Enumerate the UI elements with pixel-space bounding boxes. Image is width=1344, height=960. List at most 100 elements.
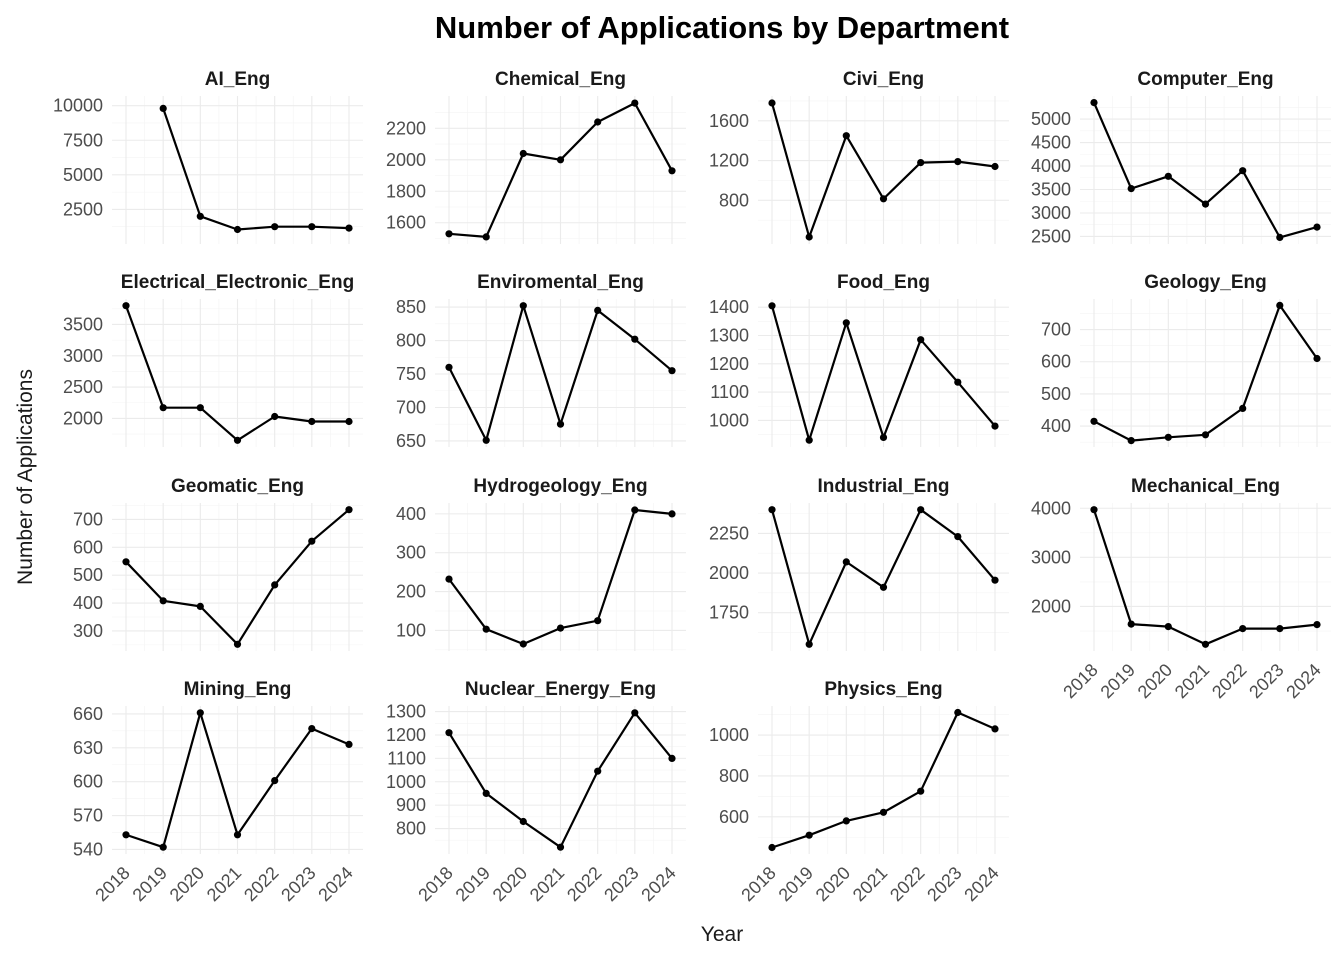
y-tick-label: 300 xyxy=(396,543,426,563)
y-tick-label: 1100 xyxy=(710,382,749,402)
y-tick-label: 900 xyxy=(396,795,426,815)
y-tick-label: 600 xyxy=(719,807,749,827)
data-point xyxy=(631,335,639,343)
panel-Enviromental_Eng: 650 700 750 800 850 Enviromental_Eng xyxy=(396,272,686,451)
data-point xyxy=(1313,621,1321,629)
data-point xyxy=(1313,223,1321,231)
data-point xyxy=(556,843,565,851)
panel-title: Mining_Eng xyxy=(184,679,292,700)
data-point xyxy=(991,422,999,430)
y-tick-label: 3000 xyxy=(1031,547,1071,567)
data-point xyxy=(233,225,242,234)
data-point xyxy=(233,831,242,839)
data-point xyxy=(917,336,925,344)
x-tick-label: 2022 xyxy=(886,863,928,905)
data-point xyxy=(233,640,242,648)
data-point xyxy=(482,625,490,633)
series-line xyxy=(162,108,350,231)
data-point xyxy=(233,436,242,444)
y-tick-label: 1300 xyxy=(386,702,426,722)
y-tick-label: 1100 xyxy=(387,748,426,768)
panels: 2500 5000 7500 10000 AI_Eng 1600 1800 2000 2200 C… xyxy=(53,69,1331,905)
x-tick-label: 2020 xyxy=(489,863,531,905)
data-point xyxy=(1201,431,1210,439)
data-point xyxy=(1201,640,1210,648)
y-tick-label: 1600 xyxy=(386,213,426,233)
data-point xyxy=(196,212,204,220)
panel-Industrial_Eng: 1750 2000 2250 Industrial_Eng xyxy=(709,476,1009,651)
y-tick-label: 1750 xyxy=(709,603,749,623)
y-tick-label: 650 xyxy=(396,431,426,451)
x-tick-label: 2019 xyxy=(775,863,817,905)
y-tick-label: 4000 xyxy=(1031,498,1071,518)
panel-Civi_Eng: 800 1200 1600 Civi_Eng xyxy=(709,69,1009,244)
data-point xyxy=(345,417,353,426)
data-point xyxy=(1239,625,1247,633)
data-point xyxy=(445,575,453,583)
data-point xyxy=(1313,354,1321,363)
x-tick-label: 2023 xyxy=(600,863,642,905)
x-tick-label: 2018 xyxy=(737,863,779,905)
x-tick-label: 2020 xyxy=(812,863,854,905)
y-tick-label: 3000 xyxy=(1031,203,1071,223)
data-point xyxy=(842,558,850,566)
data-point xyxy=(594,306,602,314)
x-tick-label: 2024 xyxy=(314,863,356,905)
data-point xyxy=(631,709,639,717)
panel-Geology_Eng: 400 500 600 700 Geology_Eng xyxy=(1041,272,1331,447)
x-tick-label: 2021 xyxy=(849,863,891,905)
data-point xyxy=(1090,99,1098,107)
data-point xyxy=(556,156,565,164)
data-point xyxy=(842,132,850,140)
data-point xyxy=(159,104,167,112)
y-tick-label: 3000 xyxy=(63,346,103,366)
y-tick-label: 1000 xyxy=(386,772,426,792)
y-tick-label: 2250 xyxy=(709,523,749,543)
data-point xyxy=(1164,433,1172,441)
y-tick-label: 1000 xyxy=(709,725,749,745)
data-point xyxy=(159,404,167,412)
data-point xyxy=(1201,200,1210,208)
x-axis-title: Year xyxy=(701,923,743,946)
panel-title: Nuclear_Energy_Eng xyxy=(465,679,656,700)
data-point xyxy=(271,223,279,231)
data-point xyxy=(482,789,490,798)
x-tick-label: 2023 xyxy=(923,863,965,905)
data-point xyxy=(519,817,527,826)
data-point xyxy=(122,831,130,839)
data-point xyxy=(1164,172,1172,180)
y-tick-label: 400 xyxy=(1041,416,1071,436)
panel-Hydrogeology_Eng: 100 200 300 400 Hydrogeology_Eng xyxy=(396,476,686,651)
data-point xyxy=(842,817,850,825)
data-point xyxy=(805,436,813,444)
data-point xyxy=(631,99,639,107)
x-tick-label: 2021 xyxy=(526,863,568,905)
panel-title: Chemical_Eng xyxy=(495,69,626,90)
x-tick-label: 2019 xyxy=(129,863,171,905)
data-point xyxy=(345,224,353,232)
panel-title: Electrical_Electronic_Eng xyxy=(121,272,354,293)
data-point xyxy=(308,725,316,733)
x-tick-label: 2024 xyxy=(637,863,679,905)
data-point xyxy=(668,367,676,375)
x-tick-label: 2018 xyxy=(91,863,133,905)
chart-title: Number of Applications by Department xyxy=(435,10,1009,45)
data-point xyxy=(482,233,490,241)
data-point xyxy=(556,624,565,632)
panel-title: Geology_Eng xyxy=(1144,272,1266,293)
y-tick-label: 630 xyxy=(73,738,103,758)
y-tick-label: 750 xyxy=(396,364,426,384)
x-tick-label: 2023 xyxy=(1245,660,1287,702)
data-point xyxy=(879,433,888,441)
x-tick-label: 2022 xyxy=(1208,660,1250,702)
y-tick-label: 570 xyxy=(73,806,103,826)
y-tick-label: 2000 xyxy=(709,563,749,583)
panel-title: Geomatic_Eng xyxy=(171,476,304,497)
data-point xyxy=(768,302,776,310)
y-tick-label: 300 xyxy=(73,621,103,641)
y-tick-label: 10000 xyxy=(53,96,103,116)
data-point xyxy=(917,506,925,514)
y-tick-label: 3500 xyxy=(1031,179,1071,199)
x-tick-label: 2019 xyxy=(452,863,494,905)
panel-AI_Eng: 2500 5000 7500 10000 AI_Eng xyxy=(53,69,363,244)
